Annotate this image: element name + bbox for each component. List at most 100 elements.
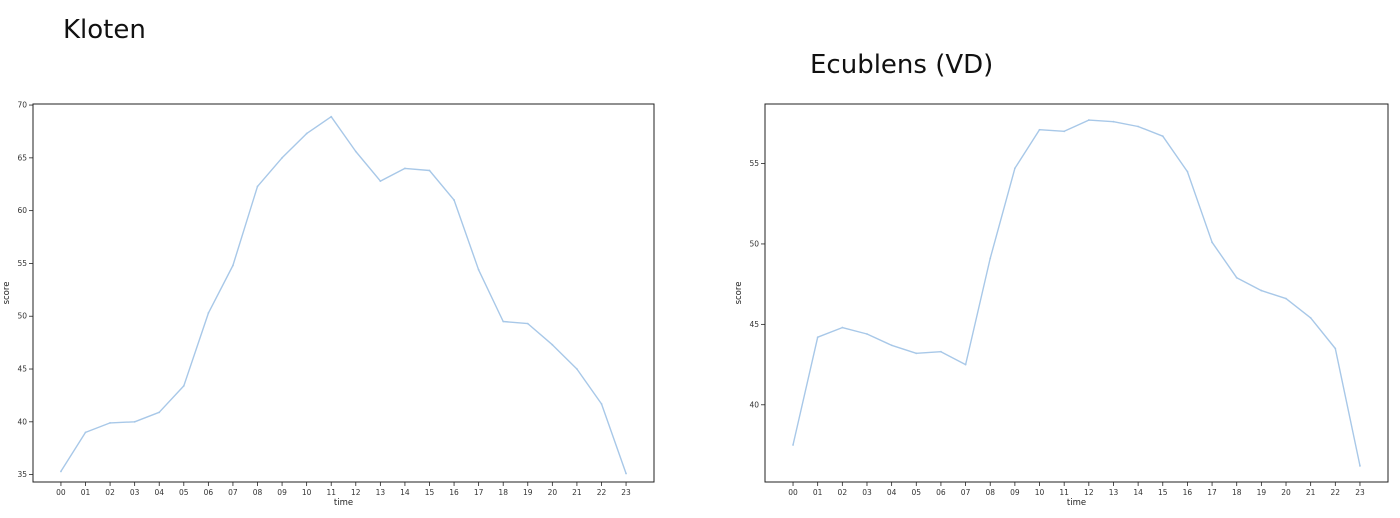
data-point <box>133 420 136 423</box>
x-tick-label: 02 <box>105 488 115 497</box>
data-point <box>1087 119 1090 121</box>
x-tick-label: 00 <box>56 488 66 497</box>
y-tick-label: 60 <box>17 206 27 215</box>
data-point <box>158 411 161 414</box>
plot-frame <box>764 103 1389 483</box>
data-point <box>600 402 603 405</box>
data-point <box>940 350 942 353</box>
y-tick-label: 70 <box>17 101 27 110</box>
x-tick-label: 04 <box>154 488 164 497</box>
x-tick-label: 07 <box>228 488 238 497</box>
y-tick-label: 45 <box>749 320 759 329</box>
x-tick-label: 05 <box>912 488 922 497</box>
data-point <box>792 444 794 446</box>
data-point <box>207 312 210 314</box>
x-tick-label: 22 <box>1331 488 1341 497</box>
data-point <box>1334 347 1337 350</box>
x-tick-label: 14 <box>1133 488 1143 497</box>
x-tick-label: 11 <box>326 488 336 497</box>
x-tick-label: 06 <box>204 488 214 497</box>
x-tick-label: 23 <box>1355 488 1365 497</box>
x-tick-label: 09 <box>1010 488 1020 497</box>
data-point <box>866 333 868 335</box>
data-point <box>1063 130 1066 133</box>
x-tick-label: 22 <box>597 488 607 497</box>
y-tick-label: 45 <box>17 365 27 374</box>
data-point <box>1013 167 1016 170</box>
x-tick-label: 13 <box>376 488 386 497</box>
data-point <box>841 326 844 329</box>
x-tick-label: 15 <box>425 488 435 497</box>
data-point <box>989 257 992 260</box>
x-tick-label: 03 <box>130 488 140 497</box>
x-tick-label: 18 <box>498 488 508 497</box>
plot-frame <box>32 103 655 483</box>
y-tick-label: 35 <box>17 470 27 479</box>
data-point <box>964 363 967 366</box>
x-tick-label: 23 <box>621 488 631 497</box>
x-tick-label: 09 <box>277 488 287 497</box>
x-tick-label: 20 <box>1281 488 1291 497</box>
data-point <box>1038 128 1041 131</box>
x-tick-label: 08 <box>985 488 995 497</box>
x-tick-label: 10 <box>1035 488 1045 497</box>
x-tick-label: 01 <box>813 488 823 497</box>
y-tick-label: 40 <box>17 417 27 426</box>
data-point <box>453 199 455 201</box>
data-point <box>890 344 893 347</box>
x-tick-label: 20 <box>548 488 558 497</box>
x-tick-label: 05 <box>179 488 189 497</box>
x-tick-label: 18 <box>1232 488 1242 497</box>
data-point <box>1359 465 1361 467</box>
x-tick-label: 16 <box>1183 488 1193 497</box>
x-tick-label: 19 <box>523 488 533 497</box>
x-tick-label: 03 <box>862 488 872 497</box>
data-point <box>915 352 918 355</box>
data-point <box>379 180 382 182</box>
y-tick-label: 40 <box>749 400 759 409</box>
data-point <box>232 264 234 267</box>
y-axis-label: score <box>2 282 12 305</box>
x-tick-label: 12 <box>1084 488 1094 497</box>
data-point <box>1285 297 1287 300</box>
data-point <box>182 385 185 387</box>
x-tick-label: 08 <box>253 488 263 497</box>
data-point <box>354 150 357 153</box>
series-line <box>792 119 1361 467</box>
y-axis-label: score <box>734 282 744 305</box>
data-point <box>281 156 283 159</box>
x-tick-label: 11 <box>1059 488 1069 497</box>
x-tick-label: 13 <box>1109 488 1119 497</box>
data-point <box>576 368 578 370</box>
y-tick-label: 55 <box>17 259 27 268</box>
x-tick-label: 17 <box>474 488 484 497</box>
line-chart-ecublens: 40 45 50 55 00 01 02 03 04 05 06 07 08 09 10 11 12 13 14 15… <box>734 103 1389 508</box>
x-tick-label: 17 <box>1207 488 1217 497</box>
x-tick-label: 16 <box>449 488 459 497</box>
data-point <box>1112 120 1115 123</box>
x-tick-label: 21 <box>572 488 582 497</box>
data-point <box>1161 135 1164 138</box>
data-point <box>428 169 431 172</box>
data-point <box>60 470 62 473</box>
data-point <box>625 472 627 475</box>
x-tick-label: 14 <box>400 488 410 497</box>
chart-panel-ecublens: Ecublens (VD) 40 45 50 55 00 01 02 03 04 05 06 07 08… <box>700 0 1400 518</box>
data-point <box>404 167 406 170</box>
y-tick-label: 50 <box>17 312 27 321</box>
x-tick-label: 06 <box>936 488 946 497</box>
chart-title: Kloten <box>63 15 146 45</box>
data-point <box>84 431 87 434</box>
data-point <box>330 115 333 118</box>
x-tick-label: 19 <box>1257 488 1267 497</box>
x-tick-label: 15 <box>1158 488 1168 497</box>
data-point <box>1186 170 1189 173</box>
x-tick-label: 21 <box>1306 488 1316 497</box>
x-tick-label: 01 <box>81 488 91 497</box>
chart-title: Ecublens (VD) <box>810 50 994 80</box>
x-axis-label: time <box>1067 498 1086 508</box>
x-tick-label: 04 <box>887 488 897 497</box>
data-point <box>816 336 819 339</box>
data-point <box>477 268 480 271</box>
x-tick-label: 12 <box>351 488 361 497</box>
